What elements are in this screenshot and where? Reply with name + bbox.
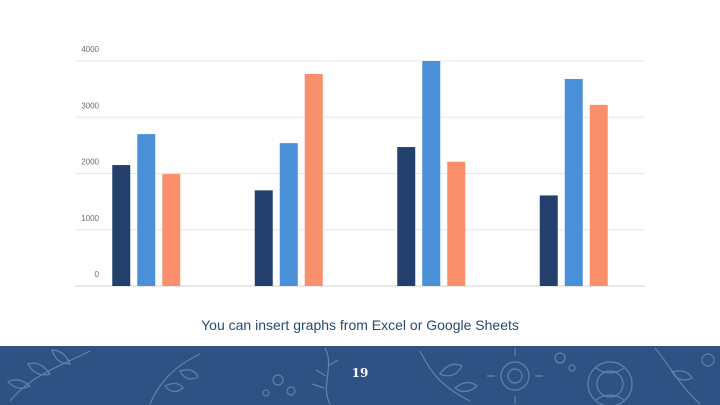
bar: [564, 79, 583, 286]
bar: [137, 134, 156, 286]
y-tick-label: 2000: [81, 158, 99, 167]
bar: [397, 147, 416, 286]
bar: [162, 174, 181, 286]
bar: [304, 73, 323, 286]
y-tick-label: 1000: [81, 214, 99, 223]
y-tick-label: 4000: [81, 45, 99, 54]
y-tick-label: 0: [95, 270, 100, 279]
y-tick-label: 3000: [81, 101, 99, 110]
bar: [112, 165, 131, 286]
bar: [279, 143, 298, 286]
bar: [589, 104, 608, 286]
page-number: 19: [351, 366, 369, 380]
bar: [422, 61, 441, 286]
chart-caption: You can insert graphs from Excel or Goog…: [201, 317, 519, 333]
bar: [447, 161, 466, 286]
footer-decoration: [0, 346, 720, 405]
bar-chart: 0 1000 2000 3000 4000: [75, 45, 645, 287]
botanical-pattern-icon: [7, 347, 715, 405]
bar: [539, 195, 558, 286]
bar: [254, 190, 273, 286]
